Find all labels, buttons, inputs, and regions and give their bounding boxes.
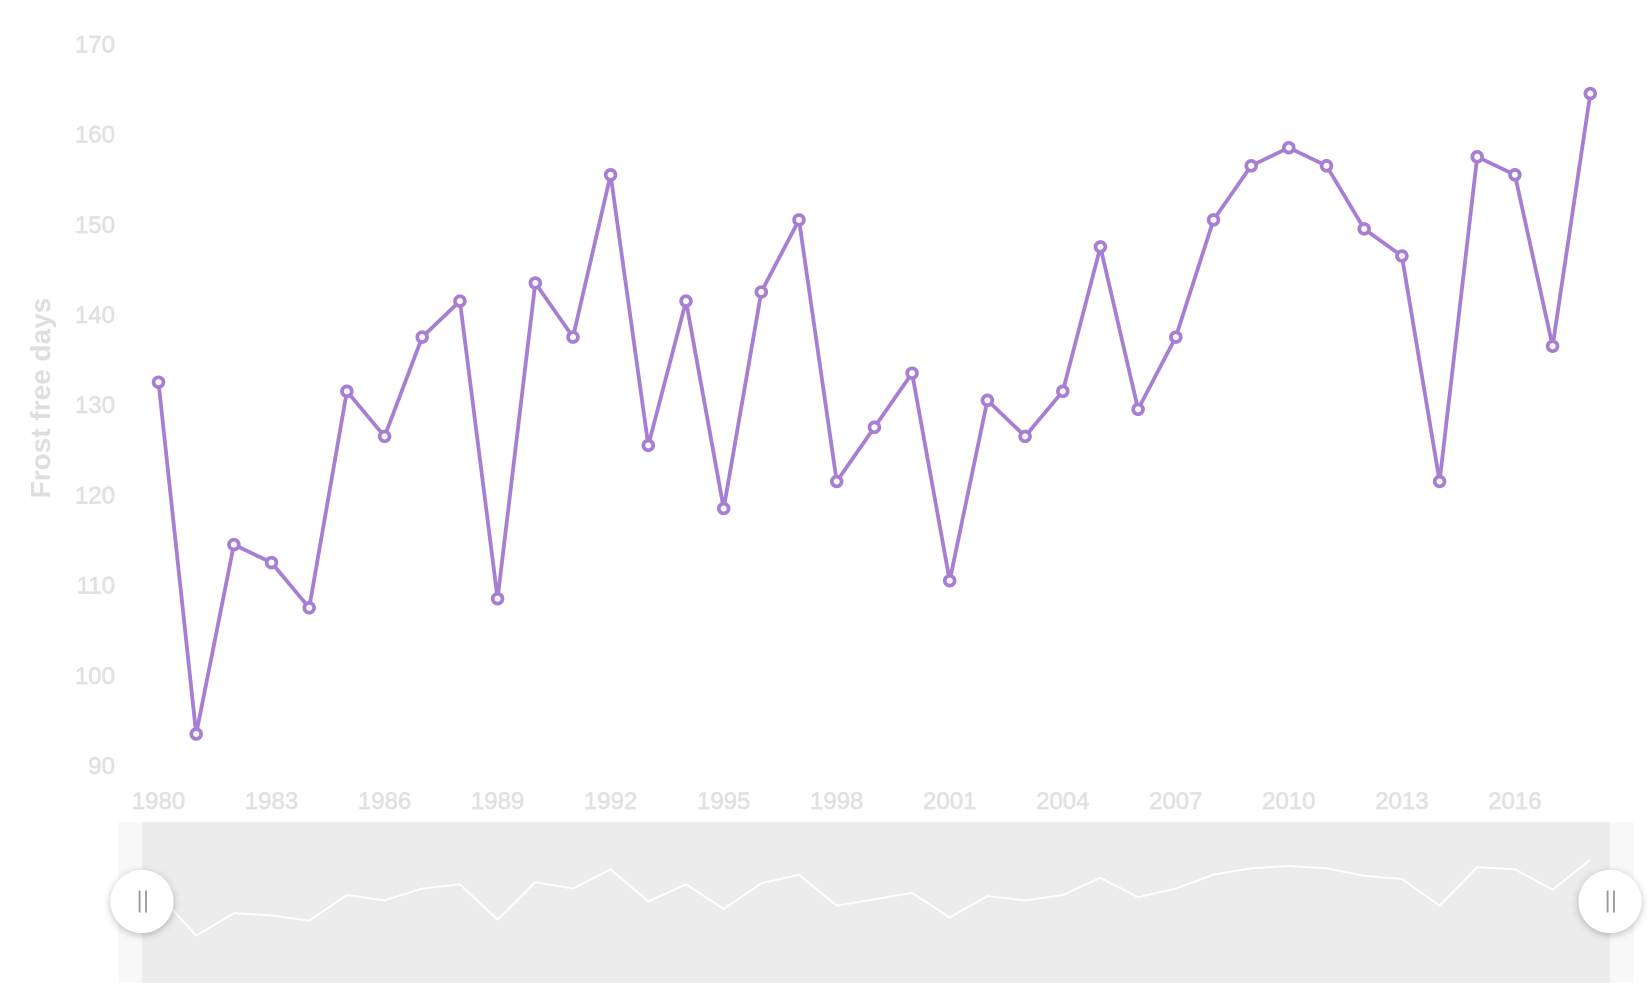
svg-text:Frost free days: Frost free days [25, 298, 56, 499]
svg-text:90: 90 [88, 753, 115, 780]
svg-text:1989: 1989 [471, 788, 524, 815]
svg-text:100: 100 [75, 663, 115, 690]
svg-text:170: 170 [75, 31, 115, 58]
svg-text:2013: 2013 [1375, 788, 1428, 815]
svg-text:2016: 2016 [1488, 788, 1541, 815]
svg-text:2001: 2001 [923, 788, 976, 815]
svg-text:2004: 2004 [1036, 788, 1089, 815]
svg-text:1980: 1980 [132, 788, 185, 815]
svg-text:1995: 1995 [697, 788, 750, 815]
svg-text:1983: 1983 [245, 788, 298, 815]
svg-text:130: 130 [75, 392, 115, 419]
svg-text:2010: 2010 [1262, 788, 1315, 815]
svg-text:1992: 1992 [584, 788, 637, 815]
svg-text:1998: 1998 [810, 788, 863, 815]
svg-text:150: 150 [75, 212, 115, 239]
svg-text:140: 140 [75, 302, 115, 329]
svg-text:1986: 1986 [358, 788, 411, 815]
svg-text:160: 160 [75, 122, 115, 149]
svg-text:120: 120 [75, 482, 115, 509]
svg-text:110: 110 [77, 573, 115, 600]
svg-text:2007: 2007 [1149, 788, 1202, 815]
